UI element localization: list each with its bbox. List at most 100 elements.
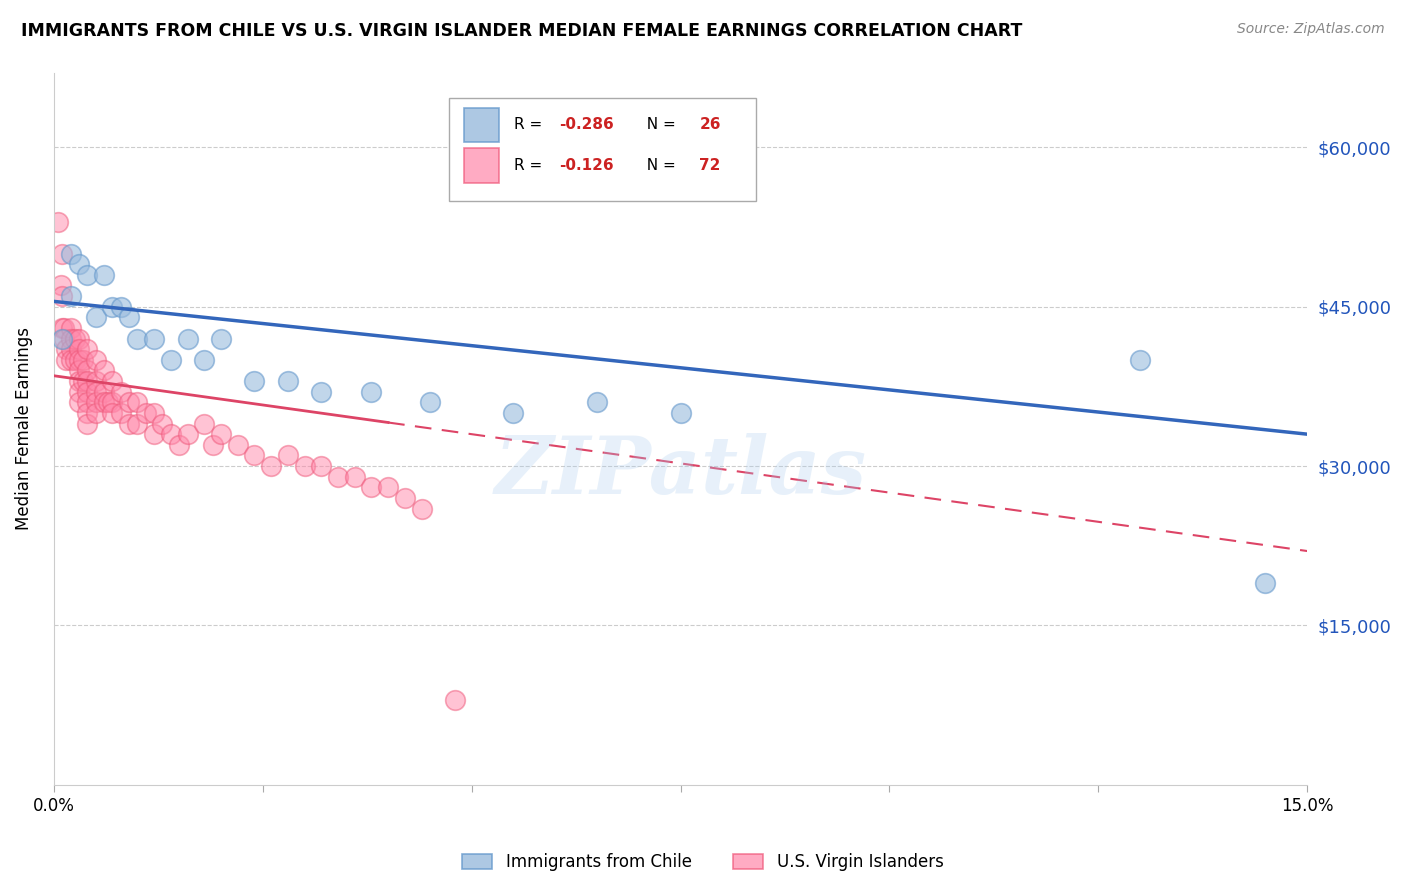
Point bbox=[52, 332, 75, 346]
Point bbox=[51, 246, 73, 260]
Point bbox=[67, 374, 90, 388]
Point bbox=[76, 417, 98, 431]
Point bbox=[67, 342, 90, 356]
Point bbox=[59, 332, 82, 346]
Point bbox=[59, 289, 82, 303]
Point bbox=[360, 480, 382, 494]
Point bbox=[360, 384, 382, 399]
Point bbox=[209, 427, 232, 442]
Point bbox=[159, 352, 181, 367]
Point bbox=[309, 458, 332, 473]
Point bbox=[159, 427, 181, 442]
Point bbox=[260, 458, 283, 473]
Point bbox=[377, 480, 399, 494]
Point bbox=[118, 310, 141, 325]
Text: R =: R = bbox=[513, 118, 547, 132]
Point bbox=[51, 289, 73, 303]
Point bbox=[84, 406, 107, 420]
Point bbox=[143, 406, 166, 420]
Point bbox=[59, 321, 82, 335]
Point bbox=[93, 395, 115, 409]
Point bbox=[67, 395, 90, 409]
Point bbox=[110, 384, 132, 399]
Point bbox=[1254, 575, 1277, 590]
Point bbox=[444, 692, 467, 706]
Point bbox=[193, 352, 215, 367]
Point bbox=[176, 332, 198, 346]
Point bbox=[76, 268, 98, 282]
Point bbox=[101, 406, 124, 420]
Point bbox=[294, 458, 316, 473]
Point bbox=[84, 384, 107, 399]
Legend: Immigrants from Chile, U.S. Virgin Islanders: Immigrants from Chile, U.S. Virgin Islan… bbox=[454, 845, 952, 880]
Point bbox=[76, 406, 98, 420]
Point bbox=[127, 417, 149, 431]
Point bbox=[586, 395, 609, 409]
Point bbox=[143, 332, 166, 346]
Point bbox=[277, 374, 299, 388]
Point bbox=[93, 384, 115, 399]
Point bbox=[101, 395, 124, 409]
Point bbox=[101, 374, 124, 388]
Point bbox=[167, 438, 190, 452]
Y-axis label: Median Female Earnings: Median Female Earnings bbox=[15, 327, 32, 531]
FancyBboxPatch shape bbox=[464, 108, 499, 142]
Point bbox=[127, 332, 149, 346]
Point bbox=[309, 384, 332, 399]
Point bbox=[226, 438, 249, 452]
Point bbox=[502, 406, 524, 420]
Point bbox=[243, 449, 266, 463]
Point bbox=[152, 417, 174, 431]
Point bbox=[201, 438, 224, 452]
Point bbox=[67, 363, 90, 377]
Point bbox=[67, 332, 90, 346]
Point bbox=[394, 491, 416, 505]
Point bbox=[118, 417, 141, 431]
Point bbox=[72, 374, 94, 388]
Text: -0.286: -0.286 bbox=[560, 118, 614, 132]
Point bbox=[49, 278, 72, 293]
Point bbox=[243, 374, 266, 388]
Point bbox=[67, 384, 90, 399]
Point bbox=[669, 406, 692, 420]
Point bbox=[76, 374, 98, 388]
Point bbox=[55, 342, 77, 356]
Point bbox=[209, 332, 232, 346]
Point bbox=[84, 374, 107, 388]
Point bbox=[63, 332, 86, 346]
Point bbox=[326, 469, 349, 483]
Point bbox=[51, 332, 73, 346]
Text: N =: N = bbox=[637, 118, 681, 132]
Point bbox=[110, 406, 132, 420]
Text: R =: R = bbox=[513, 158, 547, 173]
Point bbox=[118, 395, 141, 409]
Point bbox=[101, 300, 124, 314]
Point bbox=[72, 352, 94, 367]
Point bbox=[52, 321, 75, 335]
Point bbox=[97, 395, 120, 409]
Point bbox=[76, 342, 98, 356]
Point bbox=[84, 352, 107, 367]
Point bbox=[76, 395, 98, 409]
Point bbox=[135, 406, 157, 420]
Text: 72: 72 bbox=[699, 158, 721, 173]
Point bbox=[143, 427, 166, 442]
Text: Source: ZipAtlas.com: Source: ZipAtlas.com bbox=[1237, 22, 1385, 37]
Point bbox=[67, 352, 90, 367]
Point bbox=[93, 363, 115, 377]
Point bbox=[419, 395, 441, 409]
Point bbox=[59, 342, 82, 356]
Point bbox=[176, 427, 198, 442]
Point bbox=[84, 310, 107, 325]
Point bbox=[93, 268, 115, 282]
Point bbox=[46, 215, 69, 229]
Point bbox=[127, 395, 149, 409]
Point bbox=[277, 449, 299, 463]
Point bbox=[193, 417, 215, 431]
Text: 26: 26 bbox=[699, 118, 721, 132]
Point bbox=[1129, 352, 1152, 367]
Point bbox=[51, 321, 73, 335]
Point bbox=[59, 352, 82, 367]
FancyBboxPatch shape bbox=[449, 98, 756, 201]
Point bbox=[76, 363, 98, 377]
